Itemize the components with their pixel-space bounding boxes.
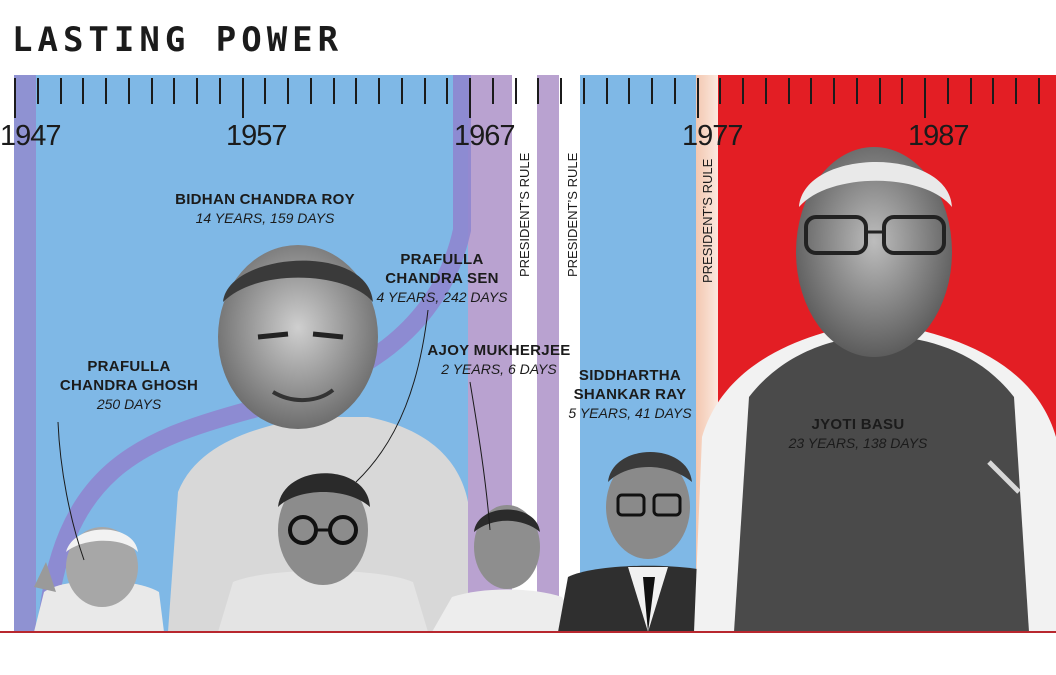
timeline-tick: [810, 78, 812, 104]
leader-name: BIDHAN CHANDRA ROY: [175, 191, 355, 208]
leader-label-roy: BIDHAN CHANDRA ROY 14 YEARS, 159 DAYS: [165, 190, 365, 228]
year-label: 1957: [226, 120, 288, 152]
timeline-tick: [583, 78, 585, 104]
leader-duration: 5 YEARS, 41 DAYS: [568, 405, 692, 421]
timeline-tick: [424, 78, 426, 104]
ghosh-band: [14, 75, 36, 632]
leader-label-mukherjee: AJOY MUKHERJEE 2 YEARS, 6 DAYS: [421, 341, 577, 379]
leader-label-ghosh: PRAFULLA CHANDRA GHOSH 250 DAYS: [46, 357, 212, 414]
timeline-tick: [560, 78, 562, 104]
leader-label-ray: SIDDHARTHA SHANKAR RAY 5 YEARS, 41 DAYS: [567, 366, 693, 423]
timeline-tick: [242, 78, 244, 118]
jyoti-basu-portrait: [694, 147, 1056, 632]
timeline-tick: [128, 78, 130, 104]
timeline-tick: [674, 78, 676, 104]
leader-duration: 250 DAYS: [96, 396, 162, 412]
timeline-tick: [765, 78, 767, 104]
timeline-tick: [970, 78, 972, 104]
leader-label-sen: PRAFULLA CHANDRA SEN 4 YEARS, 242 DAYS: [374, 250, 510, 307]
timeline-tick: [901, 78, 903, 104]
timeline-tick: [378, 78, 380, 104]
timeline-tick: [742, 78, 744, 104]
leader-name: PRAFULLA: [400, 251, 484, 268]
timeline-tick: [196, 78, 198, 104]
timeline-tick: [173, 78, 175, 104]
timeline-tick: [14, 78, 16, 118]
timeline-tick: [82, 78, 84, 104]
timeline-tick: [310, 78, 312, 104]
timeline-tick: [628, 78, 630, 104]
prafulla-chandra-sen-portrait: [218, 473, 428, 632]
timeline-tick: [219, 78, 221, 104]
leader-duration: 14 YEARS, 159 DAYS: [195, 210, 335, 226]
year-label: 1967: [454, 120, 516, 152]
timeline-tick: [992, 78, 994, 104]
timeline-tick: [446, 78, 448, 104]
siddhartha-shankar-ray-portrait: [558, 452, 738, 632]
year-label: 1987: [908, 120, 970, 152]
timeline-tick: [924, 78, 926, 118]
leader-duration: 4 YEARS, 242 DAYS: [376, 289, 508, 305]
timeline-tick: [355, 78, 357, 104]
leader-name: AJOY MUKHERJEE: [427, 342, 571, 359]
timeline-tick: [492, 78, 494, 104]
mukherjee-band: [537, 75, 559, 632]
timeline-tick: [37, 78, 39, 104]
timeline-tick: [151, 78, 153, 104]
timeline-tick: [333, 78, 335, 104]
leader-name: SIDDHARTHA: [578, 367, 682, 384]
leader-label-basu: JYOTI BASU 23 YEARS, 138 DAYS: [783, 415, 933, 453]
year-label: 1947: [0, 120, 62, 152]
timeline-tick: [879, 78, 881, 104]
timeline-tick: [856, 78, 858, 104]
timeline-tick: [105, 78, 107, 104]
year-label: 1977: [682, 120, 744, 152]
timeline-tick: [651, 78, 653, 104]
timeline-tick: [537, 78, 539, 104]
timeline-tick: [1015, 78, 1017, 104]
leader-name: JYOTI BASU: [811, 416, 905, 433]
page-title: LASTING POWER: [12, 20, 344, 60]
leader-name: SHANKAR RAY: [573, 386, 687, 403]
prafulla-chandra-ghosh-portrait: [34, 527, 164, 632]
timeline-tick: [1038, 78, 1040, 104]
timeline-tick: [401, 78, 403, 104]
timeline-tick: [60, 78, 62, 104]
timeline-tick: [947, 78, 949, 104]
timeline-tick: [606, 78, 608, 104]
timeline-tick: [719, 78, 721, 104]
timeline-tick: [287, 78, 289, 104]
leader-name: CHANDRA SEN: [385, 270, 499, 287]
ajoy-mukherjee-portrait: [432, 505, 582, 632]
timeline-tick: [469, 78, 471, 118]
timeline-tick: [515, 78, 517, 104]
timeline-tick: [697, 78, 699, 118]
leader-duration: 2 YEARS, 6 DAYS: [441, 361, 557, 377]
leader-name: PRAFULLA: [87, 358, 171, 375]
baseline: [0, 631, 1056, 633]
timeline-tick: [833, 78, 835, 104]
timeline-tick: [264, 78, 266, 104]
leader-duration: 23 YEARS, 138 DAYS: [788, 435, 928, 451]
leader-name: CHANDRA GHOSH: [59, 377, 199, 394]
timeline-tick: [788, 78, 790, 104]
